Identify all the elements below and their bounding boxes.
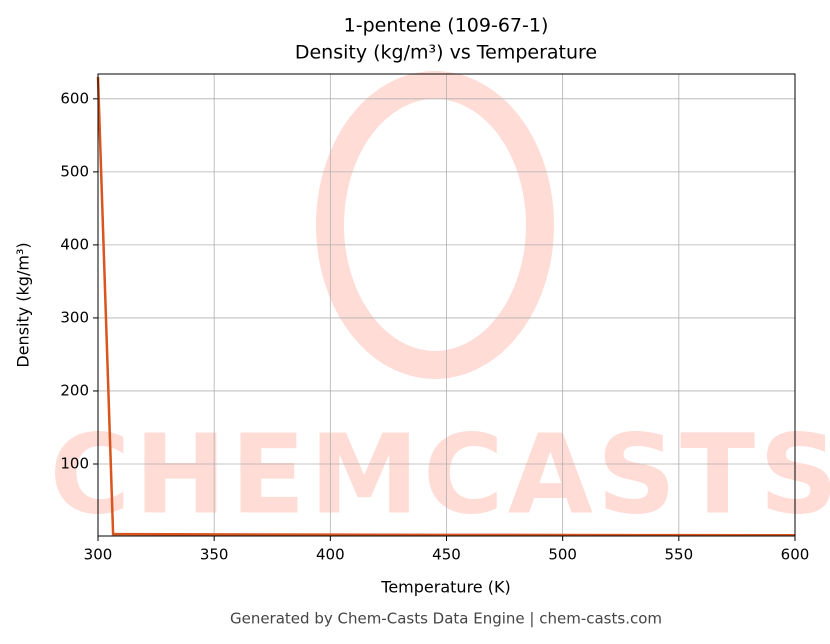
x-tick-label: 350 — [200, 546, 229, 564]
x-tick-label: 500 — [548, 546, 577, 564]
data-line — [96, 76, 796, 537]
watermark: CHEMCASTS — [50, 410, 830, 538]
footer: Generated by Chem-Casts Data Engine | ch… — [230, 610, 662, 628]
y-tick-label: 200 — [60, 381, 89, 399]
x-tick-label: 600 — [781, 546, 810, 564]
y-axis-label: Density (kg/m³) — [14, 242, 33, 367]
x-tick-label: 450 — [432, 546, 461, 564]
y-tick-label: 400 — [60, 235, 89, 253]
x-tick-label: 300 — [84, 546, 113, 564]
y-tick-label: 600 — [60, 89, 89, 107]
plot-frame — [97, 73, 796, 537]
y-tick-label: 300 — [60, 308, 89, 326]
chart-subtitle: Density (kg/m³) vs Temperature — [295, 42, 597, 64]
x-tick-label: 550 — [665, 546, 694, 564]
y-tick-label: 100 — [60, 454, 89, 472]
x-tick-label: 400 — [316, 546, 345, 564]
chart-title: 1-pentene (109-67-1) — [344, 15, 549, 37]
watermark-logo — [316, 71, 554, 379]
y-tick-label: 500 — [60, 162, 89, 180]
x-axis-label: Temperature (K) — [380, 578, 510, 597]
